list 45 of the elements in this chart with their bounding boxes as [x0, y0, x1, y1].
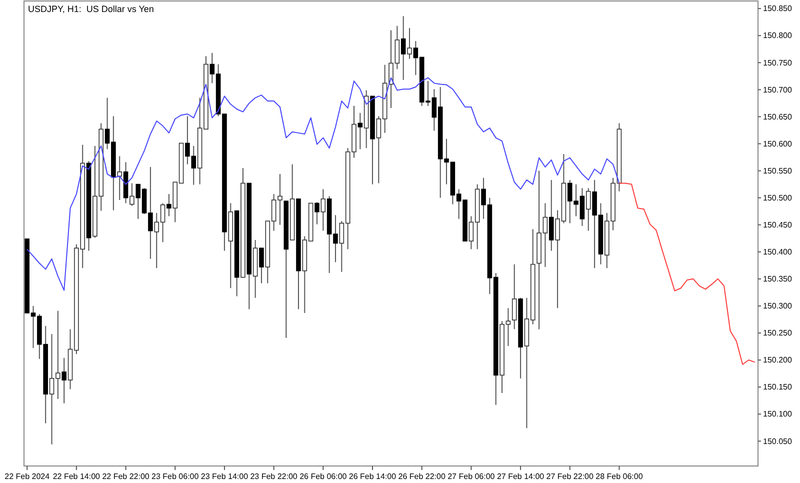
candlestick [62, 357, 66, 404]
y-tick-label: 150.150 [763, 382, 792, 392]
y-tick-label: 150.200 [763, 356, 792, 365]
x-tick-label: 23 Feb 14:00 [200, 472, 249, 481]
y-tick-label: 150.450 [763, 220, 792, 230]
candlestick [358, 112, 363, 150]
candlestick [130, 182, 134, 206]
candlestick [407, 28, 412, 60]
candlestick [320, 188, 326, 232]
y-tick-label: 150.550 [763, 166, 792, 176]
y-tick-label: 150.850 [763, 4, 792, 14]
x-tick-label: 23 Feb 22:00 [250, 472, 298, 481]
y-tick-label: 150.750 [763, 58, 792, 68]
candlestick [512, 264, 517, 330]
y-tick-label: 150.600 [763, 139, 792, 148]
y-tick-label: 150.500 [763, 193, 792, 202]
candlestick [548, 179, 554, 252]
candlestick [166, 194, 172, 217]
candlestick [314, 202, 320, 225]
line-series [618, 182, 756, 365]
x-tick-label: 26 Feb 22:00 [398, 472, 446, 481]
y-tick-label: 150.650 [763, 112, 792, 122]
y-tick-label: 150.300 [763, 302, 792, 311]
x-tick-label: 27 Feb 06:00 [448, 472, 496, 481]
candlestick [400, 16, 406, 80]
x-tick-label: 28 Feb 06:00 [596, 472, 644, 481]
y-tick-label: 150.350 [763, 274, 792, 284]
x-tick-label: 27 Feb 22:00 [546, 472, 594, 481]
x-tick-label: 22 Feb 2024 [4, 472, 50, 481]
candlestick [117, 156, 122, 200]
chart-title: USDJPY, H1: US Dollar vs Yen [28, 4, 154, 14]
y-tick-label: 150.050 [763, 436, 792, 446]
x-tick-label: 23 Feb 06:00 [152, 472, 200, 481]
y-tick-label: 150.100 [763, 410, 792, 419]
y-tick-label: 150.400 [763, 248, 792, 257]
candlestick [586, 188, 591, 232]
x-tick-label: 26 Feb 14:00 [348, 472, 397, 481]
y-tick-label: 150.250 [763, 328, 792, 338]
x-tick-label: 22 Feb 14:00 [52, 472, 101, 481]
y-tick-label: 150.700 [763, 85, 792, 94]
x-tick-label: 27 Feb 14:00 [496, 472, 545, 481]
x-tick-label: 22 Feb 22:00 [102, 472, 150, 481]
x-tick-label: 26 Feb 06:00 [300, 472, 348, 481]
candlestick [259, 248, 264, 284]
y-tick-label: 150.800 [763, 31, 792, 40]
